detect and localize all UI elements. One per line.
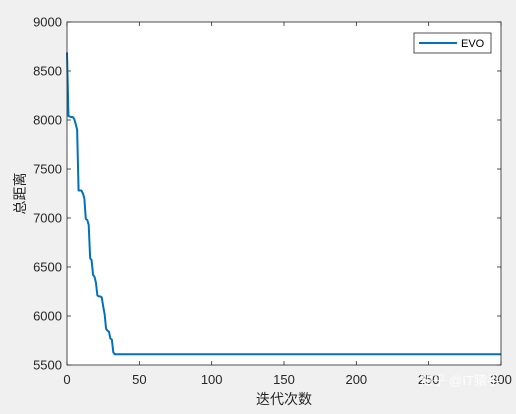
x-tick-label: 300 bbox=[490, 372, 512, 387]
series-line-evo bbox=[66, 52, 501, 356]
legend-label-evo: EVO bbox=[461, 38, 485, 50]
y-tick-label: 7500 bbox=[33, 162, 62, 177]
x-axis-label: 迭代次数 bbox=[256, 391, 312, 407]
x-tick-label: 100 bbox=[201, 372, 223, 387]
x-tick-label: 50 bbox=[132, 372, 146, 387]
plot-area bbox=[67, 22, 501, 365]
watermark-text: 知乎 @IT猿手 bbox=[420, 373, 500, 388]
y-tick-label: 8500 bbox=[33, 64, 62, 79]
y-tick-label: 5500 bbox=[33, 358, 62, 373]
x-tick-label: 150 bbox=[273, 372, 295, 387]
y-tick-label: 9000 bbox=[33, 15, 62, 30]
x-tick-label: 0 bbox=[63, 372, 70, 387]
tick-group: 0 50 100 150 200 250 300 5500 6000 6500 7000 7500 80… bbox=[33, 15, 512, 388]
series-layer bbox=[66, 52, 501, 356]
y-tick-label: 7000 bbox=[33, 211, 62, 226]
x-tick-label: 200 bbox=[345, 372, 367, 387]
y-axis-label: 总距离 bbox=[12, 173, 28, 215]
plot-frame bbox=[66, 21, 502, 366]
x-tick-label: 250 bbox=[418, 372, 440, 387]
legend: EVO bbox=[413, 32, 492, 54]
y-tick-label: 6000 bbox=[33, 309, 62, 324]
y-tick-label: 6500 bbox=[33, 260, 62, 275]
y-tick-label: 8000 bbox=[33, 113, 62, 128]
